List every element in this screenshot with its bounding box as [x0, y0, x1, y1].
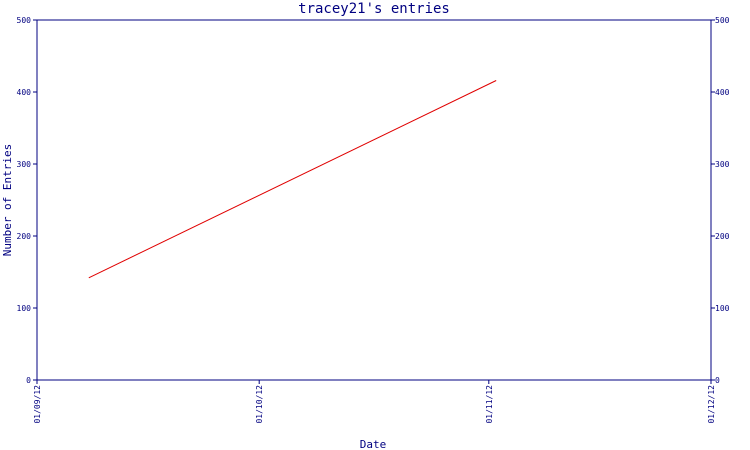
series-layer — [88, 80, 497, 279]
y-tick-label-left: 0 — [26, 376, 31, 385]
y-tick-label-left: 300 — [17, 160, 32, 169]
y-axis-right: 0 100 200 300 400 500 — [711, 16, 730, 385]
x-tick-label: 01/12/12 — [707, 385, 716, 424]
y-tick-label-right: 200 — [715, 232, 730, 241]
y-axis-label: Number of Entries — [1, 144, 14, 257]
y-tick-label-right: 0 — [715, 376, 720, 385]
y-tick-label-left: 200 — [17, 232, 32, 241]
y-tick-label-right: 400 — [715, 88, 730, 97]
x-tick-label: 01/10/12 — [255, 385, 264, 424]
y-tick-label-right: 100 — [715, 304, 730, 313]
y-axis-left: 0 100 200 300 400 500 — [17, 16, 37, 385]
x-tick-label: 01/09/12 — [33, 385, 42, 424]
x-axis-label: Date — [360, 438, 387, 450]
plot-frame — [36, 19, 712, 381]
y-tick-label-left: 100 — [17, 304, 32, 313]
x-axis: 01/09/12 01/10/12 01/11/12 01/12/12 — [33, 380, 716, 424]
series-line — [88, 80, 497, 279]
y-tick-label-left: 500 — [17, 16, 32, 25]
y-tick-label-right: 300 — [715, 160, 730, 169]
x-tick-label: 01/11/12 — [485, 385, 494, 424]
chart-title: tracey21's entries — [298, 1, 450, 17]
y-tick-label-left: 400 — [17, 88, 32, 97]
y-tick-label-right: 500 — [715, 16, 730, 25]
